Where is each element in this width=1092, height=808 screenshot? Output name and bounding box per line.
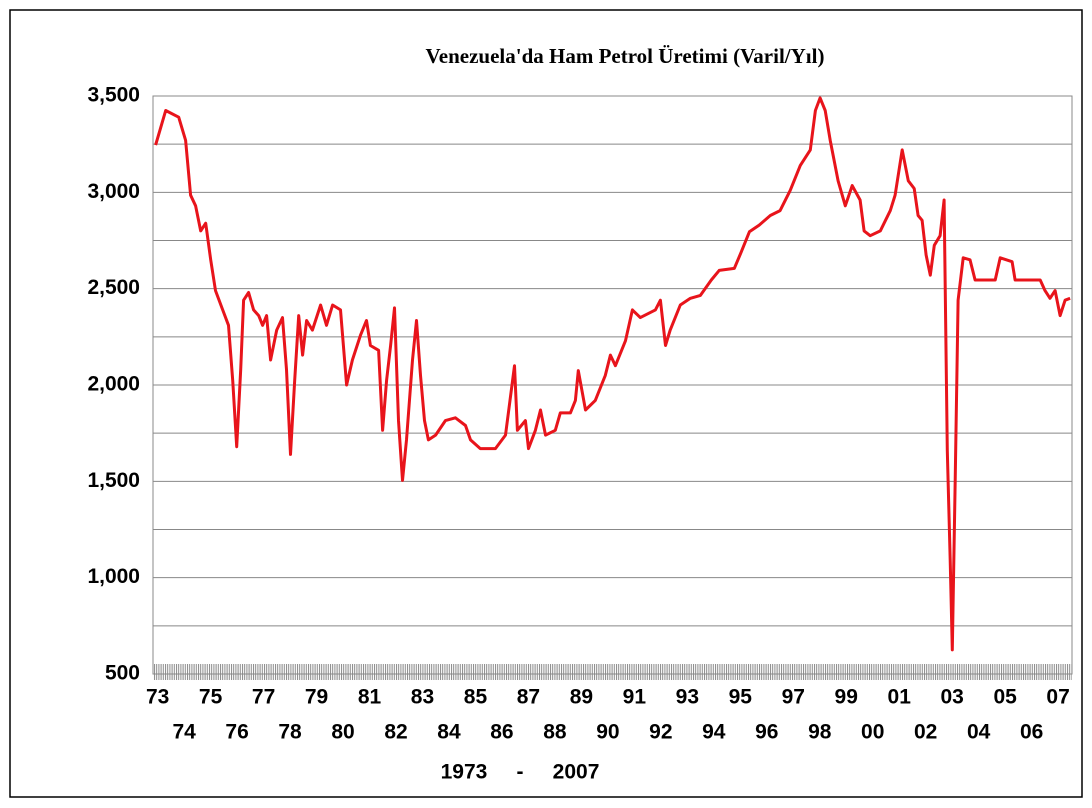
x-tick-label: 75 — [199, 686, 223, 709]
y-tick-label: 3,500 — [87, 84, 140, 107]
x-tick-label: 97 — [782, 686, 805, 709]
x-tick-label: 93 — [676, 686, 699, 709]
x-tick-label: 00 — [861, 721, 884, 744]
x-tick-label: 82 — [384, 721, 407, 744]
y-tick-label: 2,500 — [87, 276, 140, 299]
x-axis-label: 1973 - 2007 — [441, 761, 600, 784]
x-tick-label: 79 — [305, 686, 328, 709]
x-tick-label: 81 — [358, 686, 382, 709]
y-tick-label: 3,000 — [87, 180, 140, 203]
x-tick-label: 05 — [993, 686, 1017, 709]
x-tick-label: 74 — [172, 721, 196, 744]
y-tick-label: 1,000 — [87, 565, 140, 588]
x-tick-label: 80 — [331, 721, 354, 744]
x-tick-label: 86 — [490, 721, 513, 744]
x-tick-label: 96 — [755, 721, 778, 744]
x-tick-label: 98 — [808, 721, 832, 744]
x-tick-label: 99 — [835, 686, 858, 709]
x-tick-label: 89 — [570, 686, 593, 709]
x-tick-label: 02 — [914, 721, 937, 744]
x-tick-label: 90 — [596, 721, 619, 744]
x-tick-label: 87 — [517, 686, 540, 709]
y-tick-label: 2,000 — [87, 373, 140, 396]
y-tick-label: 1,500 — [87, 469, 140, 492]
x-tick-label: 73 — [146, 686, 169, 709]
data-line — [154, 96, 1071, 652]
x-tick-label: 06 — [1020, 721, 1043, 744]
x-tick-label: 01 — [888, 686, 912, 709]
x-tick-label: 04 — [967, 721, 991, 744]
x-tick-label: 88 — [543, 721, 567, 744]
minor-tick-band — [153, 664, 1072, 680]
x-tick-label: 77 — [252, 686, 275, 709]
x-tick-label: 84 — [437, 721, 461, 744]
x-tick-label: 91 — [623, 686, 647, 709]
x-tick-label: 92 — [649, 721, 672, 744]
x-tick-label: 95 — [729, 686, 753, 709]
y-tick-label: 500 — [105, 662, 140, 685]
x-tick-label: 07 — [1046, 686, 1069, 709]
chart-title: Venezuela'da Ham Petrol Üretimi (Varil/Y… — [426, 44, 825, 68]
x-tick-label: 85 — [464, 686, 488, 709]
x-tick-label: 03 — [940, 686, 963, 709]
x-tick-label: 94 — [702, 721, 726, 744]
x-tick-label: 78 — [278, 721, 302, 744]
x-tick-label: 83 — [411, 686, 434, 709]
x-tick-label: 76 — [225, 721, 248, 744]
